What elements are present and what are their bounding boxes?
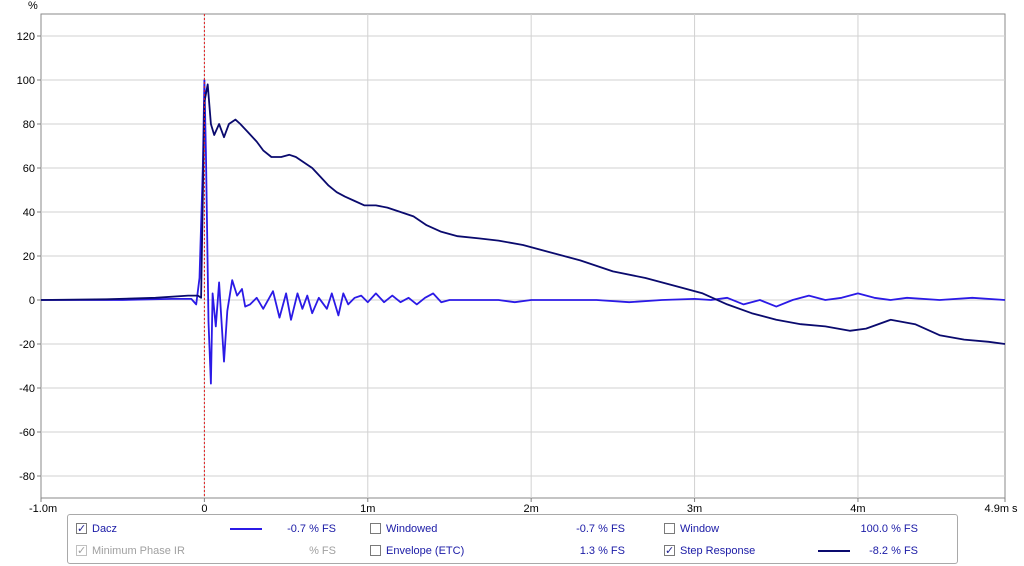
- legend-label: Envelope (ETC): [386, 545, 465, 557]
- step-response-swatch: [818, 550, 850, 552]
- series-lines: [40, 79, 1006, 385]
- legend-value: -0.7 % FS: [287, 523, 336, 535]
- legend-panel: Dacz -0.7 % FS Minimum Phase IR % FS Win…: [67, 514, 958, 564]
- y-tick-label: 80: [23, 119, 35, 131]
- envelope-etc-checkbox[interactable]: [370, 545, 381, 556]
- x-tick-label: 1m: [360, 503, 375, 512]
- dacz-series-line: [41, 79, 1006, 385]
- step-response-checkbox[interactable]: [664, 543, 675, 559]
- y-tick-label: -80: [19, 471, 35, 483]
- legend-value: -8.2 % FS: [869, 545, 918, 557]
- y-tick-labels: 120 100 80 60 40 20 0 -20 -40 -60 -80: [17, 31, 35, 483]
- legend-item-dacz[interactable]: Dacz -0.7 % FS: [76, 521, 336, 537]
- x-tick-label: 4m: [850, 503, 865, 512]
- legend-item-step-response[interactable]: Step Response -8.2 % FS: [664, 543, 920, 559]
- x-axis-unit: s: [1012, 503, 1018, 512]
- x-tick-label: -1.0m: [29, 503, 57, 512]
- x-tick-label: 4.9m: [985, 503, 1009, 512]
- y-tick-label: 100: [17, 75, 35, 87]
- x-tick-label: 0: [201, 503, 207, 512]
- x-tick-label: 2m: [524, 503, 539, 512]
- legend-item-windowed[interactable]: Windowed -0.7 % FS: [370, 521, 628, 537]
- y-axis-label: %: [28, 0, 38, 12]
- legend-value: % FS: [309, 545, 336, 557]
- y-tick-label: 0: [29, 295, 35, 307]
- dacz-swatch: [230, 528, 262, 530]
- minimum-phase-ir-checkbox[interactable]: [76, 543, 87, 559]
- legend-value: 100.0 % FS: [860, 523, 918, 535]
- y-tick-label: -60: [19, 427, 35, 439]
- y-tick-label: 40: [23, 207, 35, 219]
- legend-label: Step Response: [680, 545, 756, 557]
- windowed-checkbox[interactable]: [370, 523, 381, 534]
- chart-plot[interactable]: 120 100 80 60 40 20 0 -20 -40 -60 -80 -1.0m 0 1m 2m 3m…: [0, 0, 1024, 512]
- legend-label: Window: [680, 523, 720, 535]
- y-tick-label: 60: [23, 163, 35, 175]
- x-tick-label: 3m: [687, 503, 702, 512]
- legend-label: Dacz: [92, 523, 118, 535]
- legend-label: Windowed: [386, 523, 438, 535]
- step-response-series-line: [40, 83, 1006, 345]
- legend-label: Minimum Phase IR: [92, 545, 185, 557]
- legend-item-envelope-etc[interactable]: Envelope (ETC) 1.3 % FS: [370, 543, 628, 559]
- dacz-checkbox[interactable]: [76, 521, 87, 537]
- legend-item-minimum-phase-ir[interactable]: Minimum Phase IR % FS: [76, 543, 336, 559]
- y-tick-label: -20: [19, 339, 35, 351]
- legend-item-window[interactable]: Window 100.0 % FS: [664, 521, 920, 537]
- y-tick-label: 120: [17, 31, 35, 43]
- legend-value: -0.7 % FS: [576, 523, 625, 535]
- window-checkbox[interactable]: [664, 523, 675, 534]
- legend-value: 1.3 % FS: [579, 545, 625, 557]
- x-tick-labels: -1.0m 0 1m 2m 3m 4m 4.9m: [29, 503, 1009, 512]
- y-tick-label: 20: [23, 251, 35, 263]
- y-tick-label: -40: [19, 383, 35, 395]
